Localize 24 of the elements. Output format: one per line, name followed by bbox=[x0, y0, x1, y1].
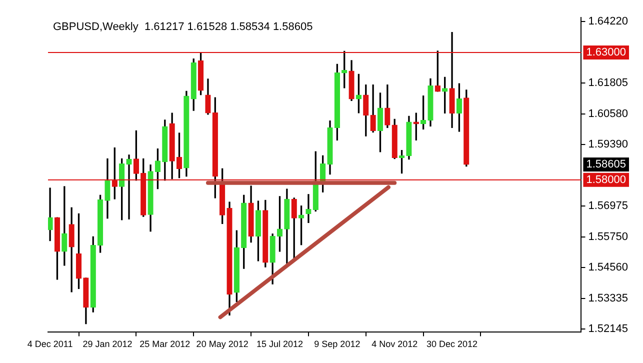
y-tick-label: 1.61805 bbox=[588, 76, 628, 89]
ref-line-label: 1.58000 bbox=[586, 174, 626, 186]
y-tick-label: 1.56975 bbox=[588, 200, 628, 212]
x-tick-label: 29 Jan 2012 bbox=[82, 339, 132, 350]
chart-title: GBPUSD,Weekly 1.61217 1.61528 1.58534 1.58605 bbox=[53, 21, 313, 34]
text: 1.58605 bbox=[586, 158, 626, 170]
candlestick bbox=[48, 188, 53, 242]
x-tick-label: 9 Sep 2012 bbox=[314, 339, 360, 350]
x-tick-label: 30 Dec 2012 bbox=[426, 339, 478, 350]
y-tick-label: 1.55750 bbox=[588, 231, 628, 244]
x-tick-label: 25 Mar 2012 bbox=[140, 339, 190, 350]
x-tick-label: 4 Dec 2011 bbox=[27, 339, 73, 350]
y-tick-label: 1.59390 bbox=[588, 138, 628, 150]
x-tick-label: 20 May 2012 bbox=[196, 339, 248, 350]
y-tick-label: 1.54560 bbox=[588, 262, 628, 274]
x-tick-label: 15 Jul 2012 bbox=[256, 339, 304, 350]
y-tick-label: 1.53335 bbox=[588, 292, 628, 305]
y-tick-label: 1.64220 bbox=[588, 15, 628, 28]
y-tick-label: 1.60580 bbox=[588, 108, 628, 120]
ref-line-label: 1.63000 bbox=[586, 46, 626, 59]
candlestick bbox=[126, 154, 132, 220]
candlestick bbox=[306, 194, 312, 223]
y-tick-label: 1.52145 bbox=[588, 323, 628, 336]
x-tick-label: 4 Nov 2012 bbox=[372, 339, 418, 350]
